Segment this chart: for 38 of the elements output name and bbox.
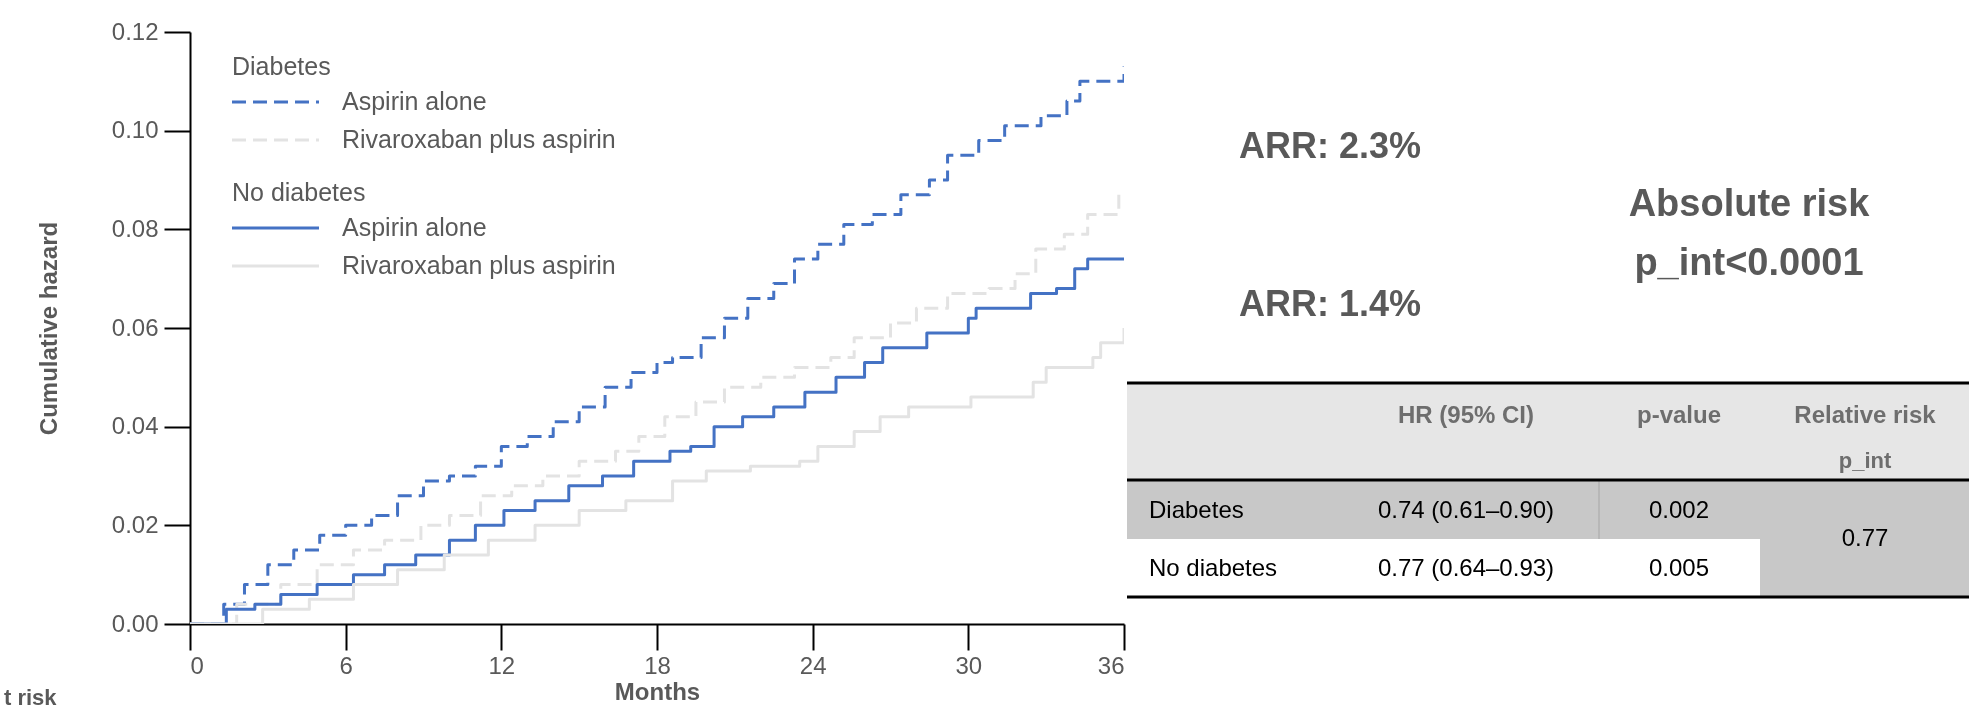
text: Diabetes	[1149, 496, 1244, 523]
x-tick-label: 0	[190, 651, 204, 679]
text: 0.74 (0.61–0.90)	[1377, 496, 1555, 523]
y-tick-label: 0.06	[111, 313, 159, 341]
legend-label: Aspirin alone	[342, 213, 487, 241]
text: HR (95% CI)	[1397, 401, 1535, 428]
text: p_int<0.0001	[1634, 241, 1864, 283]
annotation: Diabetes	[232, 52, 331, 80]
text: Absolute risk	[1628, 182, 1871, 224]
y-axis-title: Cumulative hazard	[34, 221, 62, 436]
legend-label: Aspirin alone	[342, 87, 487, 115]
y-tick-label: 0.00	[111, 609, 159, 637]
text: p_int	[1838, 448, 1892, 473]
y-tick-label: 0.02	[111, 510, 159, 538]
text: p-value	[1636, 401, 1722, 428]
text: ARR: 2.3%	[1239, 125, 1422, 166]
x-tick-label: 6	[339, 651, 353, 679]
y-tick-label: 0.08	[111, 214, 159, 242]
text: No diabetes	[1149, 554, 1278, 581]
text: 0.005	[1648, 554, 1710, 581]
text: Relative risk	[1794, 401, 1937, 428]
y-tick-label: 0.04	[111, 412, 159, 440]
x-tick-label: 36	[1097, 651, 1125, 679]
x-tick-label: 24	[799, 651, 827, 679]
x-tick-label: 18	[644, 651, 671, 679]
x-tick-label: 12	[488, 651, 516, 679]
x-tick-label: 30	[955, 651, 983, 679]
annotation: No diabetes	[232, 178, 366, 206]
legend-label: Rivaroxaban plus aspirin	[342, 125, 616, 153]
y-tick-label: 0.12	[111, 17, 159, 45]
text: 0.002	[1648, 496, 1710, 523]
y-tick-label: 0.10	[111, 116, 159, 144]
legend-label: Rivaroxaban plus aspirin	[342, 251, 616, 279]
text: ARR: 1.4%	[1239, 283, 1422, 324]
text: 0.77 (0.64–0.93)	[1377, 554, 1555, 581]
x-axis-title: Months	[614, 677, 701, 705]
text: 0.77	[1841, 524, 1889, 551]
text: t risk	[4, 685, 58, 709]
